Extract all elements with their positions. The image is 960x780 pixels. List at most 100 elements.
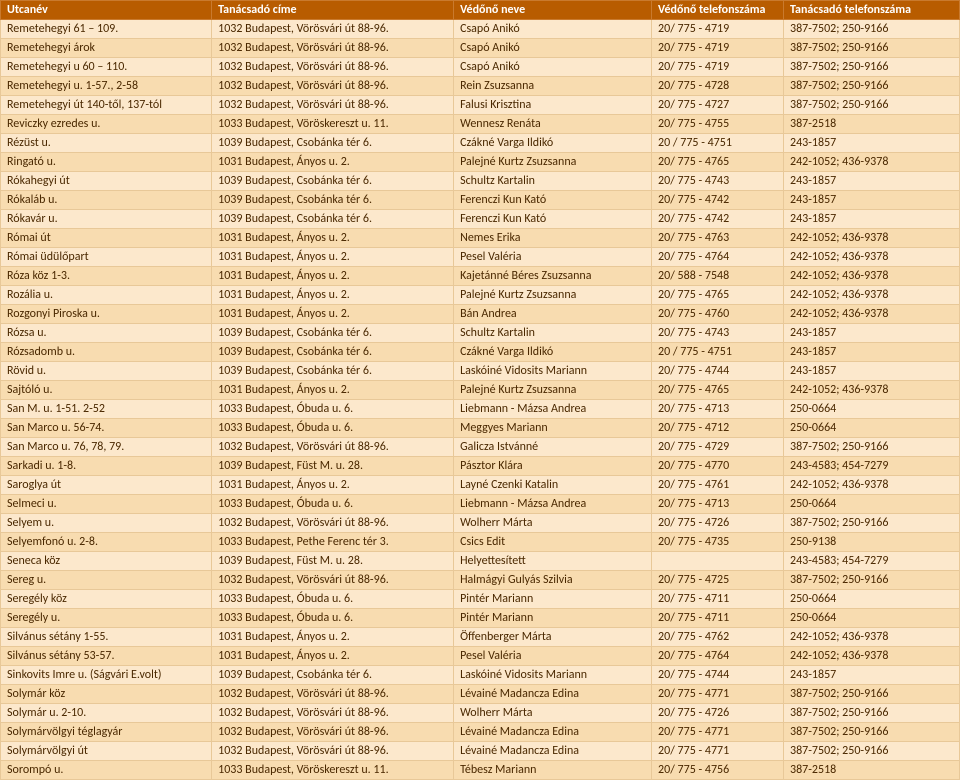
table-cell: 387-2518 [784, 761, 960, 780]
table-cell: 20/ 775 - 4770 [652, 457, 784, 476]
table-cell: 20/ 775 - 4771 [652, 742, 784, 761]
table-cell: 20/ 775 - 4764 [652, 647, 784, 666]
table-row: Sajtóló u.1031 Budapest, Ányos u. 2.Pale… [1, 381, 960, 400]
table-cell: Silvánus sétány 53-57. [1, 647, 212, 666]
table-cell: 1039 Budapest, Csobánka tér 6. [212, 134, 454, 153]
table-row: Római út1031 Budapest, Ányos u. 2.Nemes … [1, 229, 960, 248]
table-cell: 242-1052; 436-9378 [784, 476, 960, 495]
table-cell: 387-7502; 250-9166 [784, 438, 960, 457]
table-cell: Sajtóló u. [1, 381, 212, 400]
table-cell: Layné Czenki Katalin [454, 476, 652, 495]
table-cell: Meggyes Mariann [454, 419, 652, 438]
table-cell: 20/ 775 - 4744 [652, 666, 784, 685]
table-row: Selyem u.1032 Budapest, Vörösvári út 88-… [1, 514, 960, 533]
table-header: UtcanévTanácsadó címeVédőnő neveVédőnő t… [1, 1, 960, 20]
table-cell: 1031 Budapest, Ányos u. 2. [212, 286, 454, 305]
table-cell: 20/ 775 - 4765 [652, 381, 784, 400]
table-cell: Schultz Kartalin [454, 172, 652, 191]
table-cell: 1031 Budapest, Ányos u. 2. [212, 248, 454, 267]
table-row: Rókahegyi út1039 Budapest, Csobánka tér … [1, 172, 960, 191]
table-cell: 242-1052; 436-9378 [784, 305, 960, 324]
table-row: Rézüst u.1039 Budapest, Csobánka tér 6.C… [1, 134, 960, 153]
table-row: Seregély u.1033 Budapest, Óbuda u. 6.Pin… [1, 609, 960, 628]
table-row: Remetehegyi u. 1-57., 2-581032 Budapest,… [1, 77, 960, 96]
table-cell: 1032 Budapest, Vörösvári út 88-96. [212, 514, 454, 533]
table-cell: 20 / 775 - 4751 [652, 134, 784, 153]
table-row: Solymár u. 2-10.1032 Budapest, Vörösvári… [1, 704, 960, 723]
table-cell: Wennesz Renáta [454, 115, 652, 134]
table-row: Silvánus sétány 53-57.1031 Budapest, Ány… [1, 647, 960, 666]
table-cell: 1039 Budapest, Csobánka tér 6. [212, 343, 454, 362]
table-cell: Wolherr Márta [454, 514, 652, 533]
table-row: Rózsa u.1039 Budapest, Csobánka tér 6.Sc… [1, 324, 960, 343]
table-cell: Rövid u. [1, 362, 212, 381]
table-cell: Seregély köz [1, 590, 212, 609]
table-row: Reviczky ezredes u.1033 Budapest, Vörösk… [1, 115, 960, 134]
table-cell: Pintér Mariann [454, 609, 652, 628]
table-cell: 20/ 775 - 4771 [652, 723, 784, 742]
table-cell: Selmeci u. [1, 495, 212, 514]
table-cell: Helyettesített [454, 552, 652, 571]
table-cell: Falusi Krisztina [454, 96, 652, 115]
table-cell: Solymárvölgyi téglagyár [1, 723, 212, 742]
table-cell: 1032 Budapest, Vörösvári út 88-96. [212, 704, 454, 723]
table-cell: 1032 Budapest, Vörösvári út 88-96. [212, 723, 454, 742]
table-cell: San Marco u. 76, 78, 79. [1, 438, 212, 457]
table-cell: Sarkadi u. 1-8. [1, 457, 212, 476]
table-cell: Rózsadomb u. [1, 343, 212, 362]
table-cell: 20/ 588 - 7548 [652, 267, 784, 286]
table-cell: 1031 Budapest, Ányos u. 2. [212, 153, 454, 172]
table-cell: Sinkovits Imre u. (Ságvári E.volt) [1, 666, 212, 685]
table-row: San M. u. 1-51. 2-521033 Budapest, Óbuda… [1, 400, 960, 419]
table-cell: 20/ 775 - 4742 [652, 210, 784, 229]
table-cell: 1032 Budapest, Vörösvári út 88-96. [212, 39, 454, 58]
table-cell: 387-7502; 250-9166 [784, 58, 960, 77]
table-cell: 1033 Budapest, Vöröskereszt u. 11. [212, 761, 454, 780]
table-cell: 20/ 775 - 4711 [652, 590, 784, 609]
table-cell: 20/ 775 - 4713 [652, 495, 784, 514]
table-cell: San Marco u. 56-74. [1, 419, 212, 438]
table-cell: 242-1052; 436-9378 [784, 647, 960, 666]
table-cell: Remetehegyi u. 1-57., 2-58 [1, 77, 212, 96]
table-row: Selyemfonó u. 2-8.1033 Budapest, Pethe F… [1, 533, 960, 552]
table-cell: Seregély u. [1, 609, 212, 628]
data-table: UtcanévTanácsadó címeVédőnő neveVédőnő t… [0, 0, 960, 780]
column-header: Tanácsadó telefonszáma [784, 1, 960, 20]
table-cell: 1033 Budapest, Óbuda u. 6. [212, 400, 454, 419]
table-row: Rozgonyi Piroska u.1031 Budapest, Ányos … [1, 305, 960, 324]
table-cell: 387-7502; 250-9166 [784, 96, 960, 115]
table-cell: 243-4583; 454-7279 [784, 457, 960, 476]
table-cell: 20/ 775 - 4719 [652, 58, 784, 77]
table-row: Remetehegyi 61 – 109.1032 Budapest, Vörö… [1, 20, 960, 39]
table-cell: 242-1052; 436-9378 [784, 267, 960, 286]
table-cell: 250-0664 [784, 609, 960, 628]
table-cell: Sereg u. [1, 571, 212, 590]
table-row: Remetehegyi út 140-től, 137-tól1032 Buda… [1, 96, 960, 115]
table-cell: Róza köz 1-3. [1, 267, 212, 286]
table-cell: Rein Zsuzsanna [454, 77, 652, 96]
table-cell: 1032 Budapest, Vörösvári út 88-96. [212, 20, 454, 39]
table-cell: 1039 Budapest, Füst M. u. 28. [212, 457, 454, 476]
column-header: Védőnő neve [454, 1, 652, 20]
table-cell: 20/ 775 - 4764 [652, 248, 784, 267]
table-cell: Palejné Kurtz Zsuzsanna [454, 286, 652, 305]
table-row: Rövid u.1039 Budapest, Csobánka tér 6. L… [1, 362, 960, 381]
table-cell: Lévainé Madancza Edina [454, 723, 652, 742]
table-row: Rozália u.1031 Budapest, Ányos u. 2.Pale… [1, 286, 960, 305]
table-cell: Remetehegyi 61 – 109. [1, 20, 212, 39]
table-cell: Solymár u. 2-10. [1, 704, 212, 723]
table-cell: Ferenczi Kun Kató [454, 210, 652, 229]
table-cell: 1033 Budapest, Óbuda u. 6. [212, 419, 454, 438]
table-cell: Csapó Anikó [454, 39, 652, 58]
table-cell: 243-4583; 454-7279 [784, 552, 960, 571]
table-row: Rózsadomb u.1039 Budapest, Csobánka tér … [1, 343, 960, 362]
table-cell: 1033 Budapest, Pethe Ferenc tér 3. [212, 533, 454, 552]
table-cell: 250-0664 [784, 419, 960, 438]
table-cell: Palejné Kurtz Zsuzsanna [454, 381, 652, 400]
table-row: Sinkovits Imre u. (Ságvári E.volt)1039 B… [1, 666, 960, 685]
table-cell: 387-7502; 250-9166 [784, 571, 960, 590]
table-cell: Bán Andrea [454, 305, 652, 324]
table-cell: 1032 Budapest, Vörösvári út 88-96. [212, 742, 454, 761]
table-cell: 20/ 775 - 4763 [652, 229, 784, 248]
table-cell: 1032 Budapest, Vörösvári út 88-96. [212, 571, 454, 590]
